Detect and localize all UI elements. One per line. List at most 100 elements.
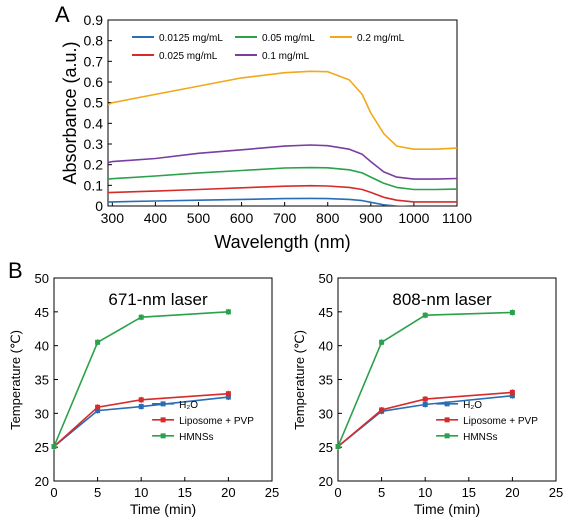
legend-marker bbox=[160, 433, 166, 439]
x-tick-label: 5 bbox=[94, 485, 101, 500]
data-point bbox=[509, 393, 515, 399]
legend-label: H₂O bbox=[179, 400, 198, 411]
x-tick-label: 25 bbox=[549, 485, 563, 500]
legend-marker bbox=[444, 417, 450, 423]
y-tick-label: 30 bbox=[319, 406, 333, 421]
legend-marker bbox=[444, 433, 450, 439]
data-point bbox=[138, 397, 144, 403]
series-line-2 bbox=[53, 311, 229, 447]
y-tick-label: 50 bbox=[35, 271, 49, 286]
x-tick-label: 0 bbox=[334, 485, 341, 500]
x-tick-label: 400 bbox=[144, 210, 168, 226]
x-tick-label: 20 bbox=[505, 485, 519, 500]
legend-marker bbox=[444, 401, 450, 407]
chart-title: 671-nm laser bbox=[108, 290, 208, 309]
panel-label-b: B bbox=[8, 258, 23, 283]
data-point bbox=[509, 389, 515, 395]
chart-title: 808-nm laser bbox=[392, 290, 492, 309]
y-tick-label: 0.9 bbox=[84, 12, 104, 28]
data-point bbox=[379, 339, 385, 345]
x-tick-label: 300 bbox=[101, 210, 125, 226]
y-tick-label: 25 bbox=[35, 440, 49, 455]
data-point bbox=[379, 407, 385, 413]
x-axis-label: Time (min) bbox=[130, 501, 196, 517]
series-line-1 bbox=[337, 391, 513, 448]
legend-label: H₂O bbox=[463, 400, 482, 411]
x-tick-label: 1100 bbox=[442, 210, 472, 226]
series-line-2 bbox=[108, 166, 457, 191]
series-line-1 bbox=[108, 184, 457, 203]
legend-label: 0.025 mg/mL bbox=[159, 51, 218, 62]
x-tick-label: 1000 bbox=[398, 210, 429, 226]
x-tick-label: 0 bbox=[50, 485, 57, 500]
y-tick-label: 25 bbox=[319, 440, 333, 455]
data-point bbox=[138, 404, 144, 410]
legend-label: 0.0125 mg/mL bbox=[159, 33, 223, 44]
legend-label: HMNSs bbox=[463, 432, 497, 443]
y-axis-label: Temperature (℃) bbox=[292, 330, 307, 430]
y-tick-label: 0.7 bbox=[84, 53, 104, 69]
series-line-0 bbox=[108, 197, 411, 206]
y-tick-label: 0.8 bbox=[84, 33, 104, 49]
y-tick-label: 45 bbox=[35, 305, 49, 320]
y-tick-label: 0.6 bbox=[84, 74, 104, 90]
y-tick-label: 20 bbox=[319, 474, 333, 489]
legend-label: HMNSs bbox=[179, 432, 213, 443]
temperature-chart-671: 0 5 10 15 20 25 20 25 30 35 40 45 50 Time (min) Temper… bbox=[8, 271, 279, 517]
x-tick-label: 15 bbox=[462, 485, 476, 500]
y-tick-label: 0 bbox=[95, 198, 103, 214]
series-line-0 bbox=[53, 396, 229, 448]
x-tick-label: 10 bbox=[418, 485, 432, 500]
y-tick-label: 35 bbox=[319, 373, 333, 388]
series-line-3 bbox=[108, 144, 457, 180]
temperature-chart-808: 0 5 10 15 20 25 20 25 30 35 40 45 50 Time (min) Temper… bbox=[292, 271, 563, 517]
x-tick-label: 10 bbox=[134, 485, 148, 500]
plot-frame bbox=[107, 19, 458, 207]
data-point bbox=[138, 314, 144, 320]
x-tick-label: 600 bbox=[230, 210, 254, 226]
x-tick-label: 900 bbox=[359, 210, 383, 226]
data-point bbox=[225, 394, 231, 400]
y-tick-label: 35 bbox=[35, 373, 49, 388]
series-line-1 bbox=[53, 392, 229, 448]
y-tick-label: 30 bbox=[35, 406, 49, 421]
y-tick-label: 50 bbox=[319, 271, 333, 286]
data-point bbox=[225, 391, 231, 397]
data-point bbox=[95, 339, 101, 345]
legend-label: Liposome + PVP bbox=[463, 416, 538, 427]
y-tick-label: 0.5 bbox=[84, 95, 104, 111]
legend-label: 0.2 mg/mL bbox=[357, 33, 405, 44]
y-tick-label: 20 bbox=[35, 474, 49, 489]
panel-label-a: A bbox=[55, 2, 70, 27]
y-tick-label: 0.1 bbox=[84, 177, 104, 193]
y-tick-label: 40 bbox=[319, 339, 333, 354]
y-tick-label: 40 bbox=[35, 339, 49, 354]
x-tick-label: 15 bbox=[178, 485, 192, 500]
legend-label: 0.05 mg/mL bbox=[262, 33, 315, 44]
x-axis-label: Time (min) bbox=[414, 501, 480, 517]
data-point bbox=[335, 443, 341, 449]
x-tick-label: 800 bbox=[316, 210, 340, 226]
y-tick-label: 0.2 bbox=[84, 157, 104, 173]
data-point bbox=[225, 309, 231, 315]
y-tick-label: 0.4 bbox=[84, 115, 104, 131]
x-axis-label: Wavelength (nm) bbox=[214, 232, 350, 252]
series-line-4 bbox=[108, 70, 457, 150]
y-axis-label: Temperature (℃) bbox=[8, 330, 23, 430]
y-tick-label: 0.3 bbox=[84, 136, 104, 152]
y-tick-label: 45 bbox=[319, 305, 333, 320]
absorbance-chart: 300 400 500 600 700 800 900 1000 1100 0 0.1 0.2 0.3 0… bbox=[60, 12, 472, 252]
data-point bbox=[51, 443, 57, 449]
data-point bbox=[422, 396, 428, 402]
series-line-2 bbox=[337, 311, 513, 447]
x-tick-label: 700 bbox=[273, 210, 297, 226]
legend-label: Liposome + PVP bbox=[179, 416, 254, 427]
data-point bbox=[422, 402, 428, 408]
x-tick-label: 5 bbox=[378, 485, 385, 500]
data-point bbox=[509, 310, 515, 316]
legend-marker bbox=[160, 401, 166, 407]
y-axis-label: Absorbance (a.u.) bbox=[60, 41, 80, 184]
data-point bbox=[422, 312, 428, 318]
x-tick-label: 500 bbox=[187, 210, 211, 226]
data-point bbox=[95, 404, 101, 410]
